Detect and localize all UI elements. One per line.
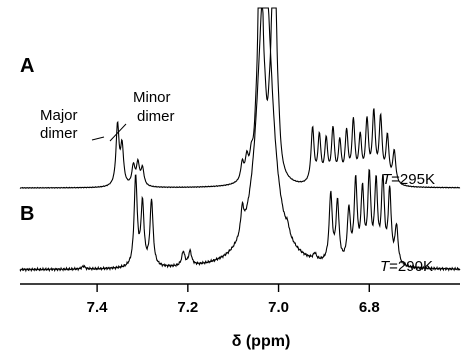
x-tick-label: 7.4 [87,299,109,316]
panel-b-temperature-symbol: T [380,258,391,275]
x-axis-title: δ (ppm) [232,333,291,350]
major-dimer-label-line1: Major [40,107,78,124]
x-tick-label: 7.0 [268,299,289,316]
spectra-group [19,7,461,273]
panel-a-temperature-symbol: T [382,171,393,188]
panel-b-label: B [20,203,34,225]
major-dimer-leader-line [91,136,105,141]
spectrum-trace-a [19,7,461,190]
panel-a-temperature-value: =295K [391,171,435,188]
minor-dimer-label-line2: dimer [137,108,175,125]
x-tick-label: 6.8 [359,299,380,316]
x-axis: 7.4 7.2 7.0 6.8 [20,283,460,316]
x-tick-label: 7.2 [177,299,198,316]
major-dimer-label-line2: dimer [40,125,78,142]
panel-a-label: A [20,55,34,77]
minor-dimer-label-line1: Minor [133,89,171,106]
spectrum-trace-b [19,7,461,273]
